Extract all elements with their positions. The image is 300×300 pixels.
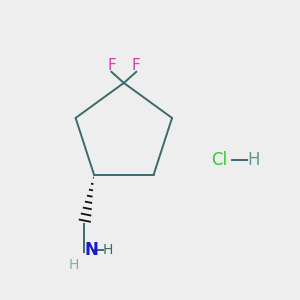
Text: F: F (132, 58, 141, 74)
Text: F: F (107, 58, 116, 74)
Text: Cl: Cl (211, 151, 227, 169)
Text: N: N (85, 241, 99, 259)
Text: H: H (68, 258, 79, 272)
Text: H: H (103, 243, 113, 257)
Text: H: H (248, 151, 260, 169)
